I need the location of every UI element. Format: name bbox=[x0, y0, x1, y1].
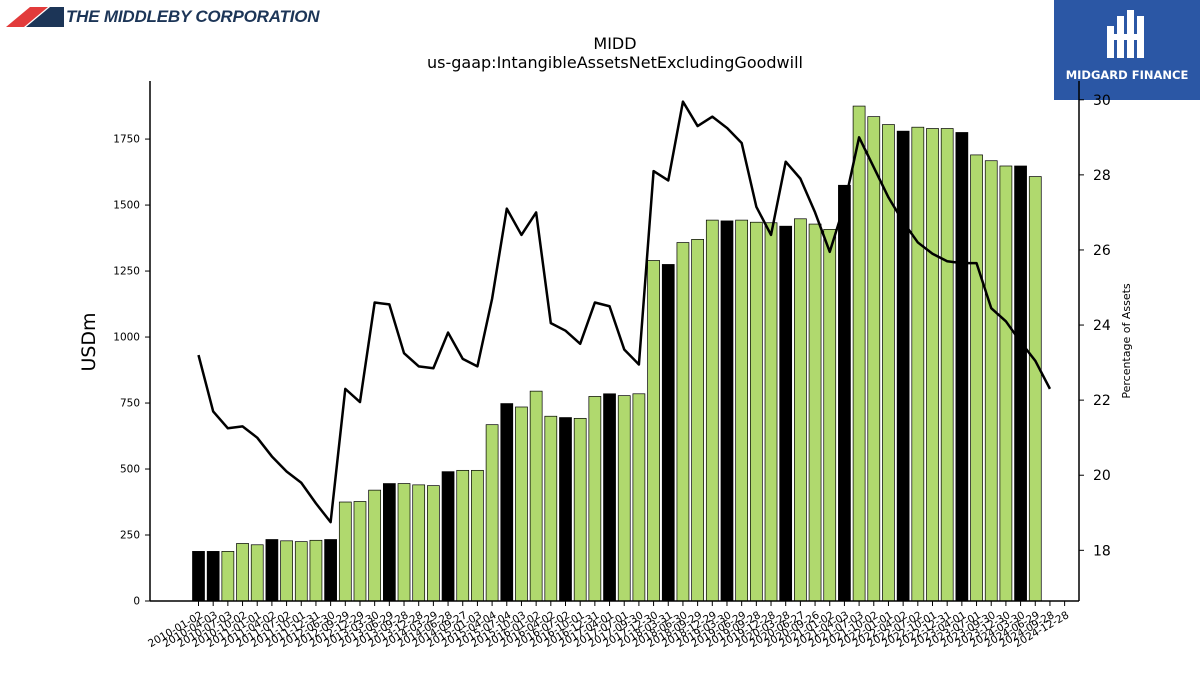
bar-2014-09-27 bbox=[456, 469, 470, 602]
bar-2021-04-03 bbox=[838, 184, 851, 602]
bar-2015-07-04 bbox=[500, 403, 514, 602]
bar-2019-03-30 bbox=[720, 220, 734, 602]
bar-2016-10-01 bbox=[573, 417, 587, 602]
y-tick-label: 750 bbox=[120, 398, 140, 410]
bar-2017-12-30 bbox=[647, 260, 660, 602]
bar-2016-07-02 bbox=[559, 417, 572, 602]
y-axis-label: USDm bbox=[78, 312, 100, 371]
bar-2013-06-29 bbox=[382, 483, 396, 602]
y2-tick-label: 24 bbox=[1093, 318, 1111, 334]
bar-2011-12-31 bbox=[309, 539, 323, 602]
bar-2022-04-02 bbox=[896, 130, 910, 602]
bar-2020-09-26 bbox=[808, 223, 822, 602]
bar-2019-06-29 bbox=[735, 219, 749, 602]
bar-2014-06-28 bbox=[441, 471, 455, 602]
bar-2023-09-30 bbox=[984, 160, 998, 602]
y2-axis-label: Percentage of Assets bbox=[1120, 283, 1133, 399]
bar-2021-10-02 bbox=[867, 116, 881, 602]
y-tick-label: 250 bbox=[120, 530, 140, 542]
y-tick-label: 1500 bbox=[113, 200, 140, 212]
bar-2022-10-01 bbox=[926, 128, 939, 602]
y2-tick-label: 30 bbox=[1093, 93, 1111, 109]
middleby-logo-icon bbox=[6, 7, 64, 27]
brand-logo-box: MIDGARD FINANCE bbox=[1054, 0, 1200, 100]
bar-2017-07-01 bbox=[617, 395, 631, 602]
bar-2020-03-28 bbox=[779, 225, 793, 602]
bar-2018-09-29 bbox=[691, 239, 704, 602]
logo-navy-stripe bbox=[26, 7, 64, 27]
bar-2018-12-29 bbox=[705, 219, 719, 602]
y2-tick-label: 26 bbox=[1093, 243, 1111, 259]
bar-2013-12-28 bbox=[412, 484, 426, 602]
plot-area: 0 250 500 750 1000 1250 1500 1750 18 20 22 24 26 28 30… bbox=[113, 81, 1111, 650]
bar-2018-06-30 bbox=[676, 242, 690, 602]
bar-2011-01-01 bbox=[250, 544, 264, 602]
bar-2019-09-28 bbox=[749, 221, 763, 602]
bar-2021-01-02 bbox=[823, 229, 837, 602]
y-tick-label: 500 bbox=[120, 464, 140, 476]
bar-2022-12-31 bbox=[940, 128, 954, 602]
y2-tick-label: 20 bbox=[1093, 468, 1111, 484]
y-tick-label: 1250 bbox=[113, 266, 140, 278]
bar-2018-03-31 bbox=[661, 264, 675, 602]
bar-2020-06-27 bbox=[794, 218, 807, 602]
bar-2023-04-01 bbox=[955, 132, 969, 602]
bar-2015-10-03 bbox=[515, 406, 528, 602]
bar-2013-03-30 bbox=[368, 489, 382, 602]
bar-2012-12-29 bbox=[353, 501, 367, 602]
bar-2022-07-02 bbox=[911, 126, 925, 602]
chart-subtitle: us-gaap:IntangibleAssetsNetExcludingGood… bbox=[427, 53, 803, 72]
y-tick-label: 1000 bbox=[113, 332, 140, 344]
bar-2017-04-01 bbox=[603, 393, 616, 602]
y2-tick-label: 22 bbox=[1093, 393, 1111, 409]
bar-2013-09-28 bbox=[397, 483, 411, 602]
bar-2023-07-01 bbox=[970, 154, 983, 602]
bar-2015-01-03 bbox=[471, 469, 484, 602]
bar-2016-04-02 bbox=[544, 415, 558, 602]
y-tick-label: 0 bbox=[133, 596, 140, 608]
bar-2010-04-03 bbox=[206, 551, 220, 602]
midgard-logo-icon bbox=[1107, 10, 1144, 58]
y-tick-label: 1750 bbox=[113, 134, 140, 146]
bar-2014-03-29 bbox=[427, 485, 440, 602]
logo-red-stripe bbox=[6, 7, 48, 27]
pct-assets-line bbox=[197, 100, 1052, 524]
bar-2011-07-02 bbox=[280, 540, 293, 602]
bar-2017-09-30 bbox=[632, 393, 646, 602]
bar-2010-01-02 bbox=[192, 551, 205, 602]
bar-2015-04-04 bbox=[485, 424, 499, 602]
bar-2010-10-02 bbox=[236, 543, 249, 602]
bar-2024-03-30 bbox=[1014, 165, 1027, 602]
brand-name: MIDGARD FINANCE bbox=[1065, 68, 1189, 82]
bar-2011-10-01 bbox=[294, 541, 308, 602]
bar-2016-01-02 bbox=[529, 390, 543, 602]
bar-2023-12-30 bbox=[999, 165, 1013, 602]
bar-2016-12-31 bbox=[588, 396, 602, 602]
chart-title: MIDD bbox=[593, 34, 636, 53]
bar-2011-04-02 bbox=[265, 539, 279, 602]
y2-tick-label: 28 bbox=[1093, 168, 1111, 184]
bar-2012-06-30 bbox=[324, 539, 337, 602]
bar-2021-07-03 bbox=[852, 105, 866, 602]
bar-2010-07-03 bbox=[221, 551, 235, 602]
company-logo: THE MIDDLEBY CORPORATION bbox=[6, 6, 320, 28]
bar-2012-09-29 bbox=[338, 501, 352, 602]
bar-2024-06-29 bbox=[1028, 176, 1042, 602]
y2-tick-label: 18 bbox=[1093, 543, 1111, 559]
bar-2019-12-28 bbox=[764, 222, 778, 602]
company-name: THE MIDDLEBY CORPORATION bbox=[66, 7, 320, 26]
